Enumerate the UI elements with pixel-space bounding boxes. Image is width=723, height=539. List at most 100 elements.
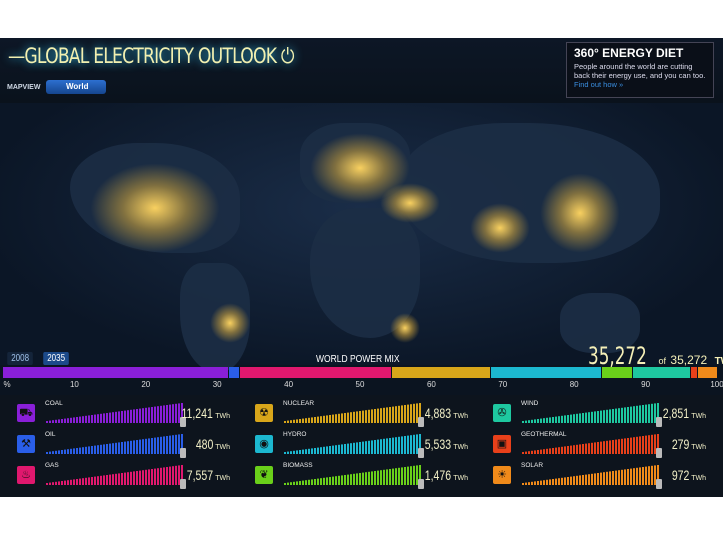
value-number: 972 bbox=[671, 467, 690, 483]
source-slider-track[interactable] bbox=[522, 434, 660, 454]
slider-bar bbox=[344, 413, 346, 423]
slider-bar bbox=[329, 446, 331, 454]
value-unit: TWh bbox=[691, 444, 706, 451]
slider-bar bbox=[564, 477, 566, 485]
slider-bar bbox=[82, 447, 84, 454]
slider-bar bbox=[314, 448, 316, 454]
slider-bar bbox=[154, 468, 156, 485]
source-label: NUCLEAR bbox=[283, 400, 315, 407]
year-2035-button[interactable]: 2035 bbox=[43, 352, 70, 365]
slider-bar bbox=[576, 475, 578, 485]
slider-bar bbox=[588, 412, 590, 423]
total-readout: 35,272 of 35,272 TWh bbox=[588, 342, 723, 370]
slider-bar bbox=[636, 467, 638, 485]
slider-bar bbox=[106, 413, 108, 423]
slider-bar bbox=[314, 417, 316, 423]
slider-bar bbox=[543, 418, 545, 423]
source-slider-track[interactable] bbox=[522, 465, 660, 485]
slider-handle[interactable] bbox=[180, 479, 186, 489]
slider-bar bbox=[341, 475, 343, 485]
slider-bar bbox=[67, 418, 69, 423]
slider-bar bbox=[362, 472, 364, 485]
slider-bar bbox=[570, 414, 572, 423]
slider-bar bbox=[651, 465, 653, 485]
world-night-lights-map[interactable] bbox=[0, 103, 723, 373]
slider-bar bbox=[621, 469, 623, 485]
slider-bar bbox=[380, 439, 382, 454]
slider-handle[interactable] bbox=[656, 448, 662, 458]
slider-bar bbox=[61, 481, 63, 485]
source-slider-track[interactable] bbox=[46, 465, 184, 485]
slider-bar bbox=[383, 469, 385, 485]
slider-handle[interactable] bbox=[180, 417, 186, 427]
year-2008-button[interactable]: 2008 bbox=[7, 352, 34, 365]
slider-bar bbox=[311, 448, 313, 454]
slider-bar bbox=[103, 413, 105, 423]
mix-segment-coal[interactable] bbox=[3, 367, 228, 378]
source-oil: ⚒ OIL 480 TWh bbox=[0, 430, 230, 460]
slider-bar bbox=[630, 437, 632, 454]
mix-segment-nuclear[interactable] bbox=[391, 367, 490, 378]
mix-segment-hydro[interactable] bbox=[490, 367, 602, 378]
axis-tick: % bbox=[3, 380, 11, 389]
mix-segment-geothermal[interactable] bbox=[690, 367, 697, 378]
source-slider-track[interactable] bbox=[284, 434, 422, 454]
slider-bar bbox=[573, 414, 575, 423]
slider-bar bbox=[594, 473, 596, 485]
mix-segment-wind[interactable] bbox=[632, 367, 690, 378]
slider-bar bbox=[311, 479, 313, 485]
slider-bar bbox=[148, 438, 150, 454]
slider-bar bbox=[133, 409, 135, 423]
value-number: 2,851 bbox=[662, 405, 690, 421]
source-slider-track[interactable] bbox=[284, 403, 422, 423]
slider-bar bbox=[130, 409, 132, 423]
slider-bar bbox=[386, 407, 388, 423]
slider-bar bbox=[603, 441, 605, 454]
slider-bar bbox=[528, 420, 530, 423]
mix-segment-oil[interactable] bbox=[229, 367, 239, 378]
source-slider-track[interactable] bbox=[46, 434, 184, 454]
mapview-world-button[interactable]: World bbox=[46, 80, 106, 94]
slider-bar bbox=[639, 405, 641, 423]
slider-bar bbox=[395, 406, 397, 423]
slider-bar bbox=[124, 441, 126, 454]
slider-bar bbox=[410, 404, 412, 423]
slider-bar bbox=[145, 407, 147, 423]
mix-segment-gas[interactable] bbox=[239, 367, 391, 378]
slider-bar bbox=[157, 468, 159, 485]
slider-bar bbox=[540, 449, 542, 454]
mix-segment-solar[interactable] bbox=[697, 367, 717, 378]
slider-handle[interactable] bbox=[418, 417, 424, 427]
axis-tick: 80 bbox=[569, 380, 579, 389]
source-slider-track[interactable] bbox=[522, 403, 660, 423]
source-biomass: ❦ BIOMASS 1,476 TWh bbox=[238, 461, 468, 491]
slider-bar bbox=[416, 403, 418, 423]
slider-bar bbox=[178, 434, 180, 454]
slider-bar bbox=[398, 467, 400, 485]
slider-bar bbox=[70, 479, 72, 485]
slider-bar bbox=[353, 473, 355, 485]
slider-handle[interactable] bbox=[418, 479, 424, 489]
slider-bar bbox=[121, 442, 123, 454]
source-slider-track[interactable] bbox=[46, 403, 184, 423]
slider-bar bbox=[160, 436, 162, 454]
axis-tick: 30 bbox=[212, 380, 222, 389]
slider-bar bbox=[567, 415, 569, 423]
slider-bar bbox=[127, 410, 129, 423]
slider-bar bbox=[335, 414, 337, 423]
slider-bar bbox=[64, 449, 66, 454]
mapview-label: MAPVIEW bbox=[7, 84, 41, 91]
slider-handle[interactable] bbox=[180, 448, 186, 458]
slider-handle[interactable] bbox=[656, 479, 662, 489]
slider-bar bbox=[299, 481, 301, 485]
mix-segment-biomass[interactable] bbox=[602, 367, 632, 378]
source-slider-track[interactable] bbox=[284, 465, 422, 485]
slider-handle[interactable] bbox=[418, 448, 424, 458]
slider-bar bbox=[61, 450, 63, 454]
slider-bar bbox=[100, 444, 102, 454]
find-out-how-link[interactable]: Find out how » bbox=[574, 80, 624, 89]
slider-bar bbox=[160, 405, 162, 423]
slider-bar bbox=[181, 434, 183, 454]
slider-handle[interactable] bbox=[656, 417, 662, 427]
slider-bar bbox=[627, 407, 629, 423]
